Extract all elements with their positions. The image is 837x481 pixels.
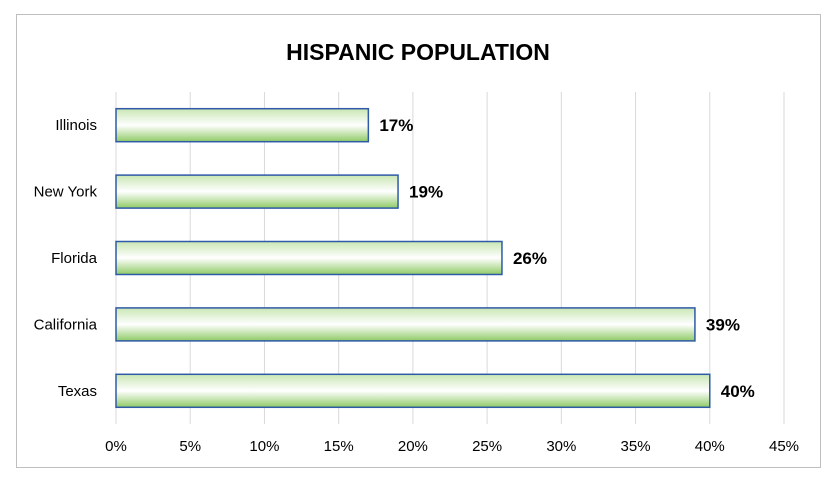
data-label: 40% [721, 382, 755, 401]
category-label: California [34, 316, 98, 333]
x-tick-label: 25% [472, 438, 502, 455]
category-label: New York [34, 184, 98, 201]
x-tick-label: 15% [324, 438, 354, 455]
data-label: 26% [513, 249, 547, 268]
chart-title: HISPANIC POPULATION [286, 39, 550, 65]
bar-new-york [115, 174, 399, 209]
bar-florida [115, 240, 503, 276]
x-tick-label: 45% [769, 438, 799, 455]
x-tick-label: 35% [621, 438, 651, 455]
category-label: Florida [51, 250, 98, 267]
data-label: 39% [706, 315, 740, 334]
x-tick-label: 5% [179, 438, 201, 455]
gridlines [115, 92, 785, 424]
x-tick-label: 0% [105, 438, 127, 455]
category-label: Illinois [55, 117, 97, 134]
data-label: 19% [409, 183, 443, 202]
bar-california [115, 307, 696, 342]
x-tick-label: 40% [695, 438, 725, 455]
x-tick-label: 30% [546, 438, 576, 455]
bars [115, 107, 711, 409]
labels: 0% 5% 10% 15% 20% 25% 30% 35% 40% 45% Illinois 17% N… [34, 116, 799, 455]
bar-illinois [115, 107, 370, 143]
bar-texas [115, 373, 711, 409]
x-tick-label: 10% [249, 438, 279, 455]
category-label: Texas [58, 383, 97, 400]
x-tick-label: 20% [398, 438, 428, 455]
data-label: 17% [379, 116, 413, 135]
